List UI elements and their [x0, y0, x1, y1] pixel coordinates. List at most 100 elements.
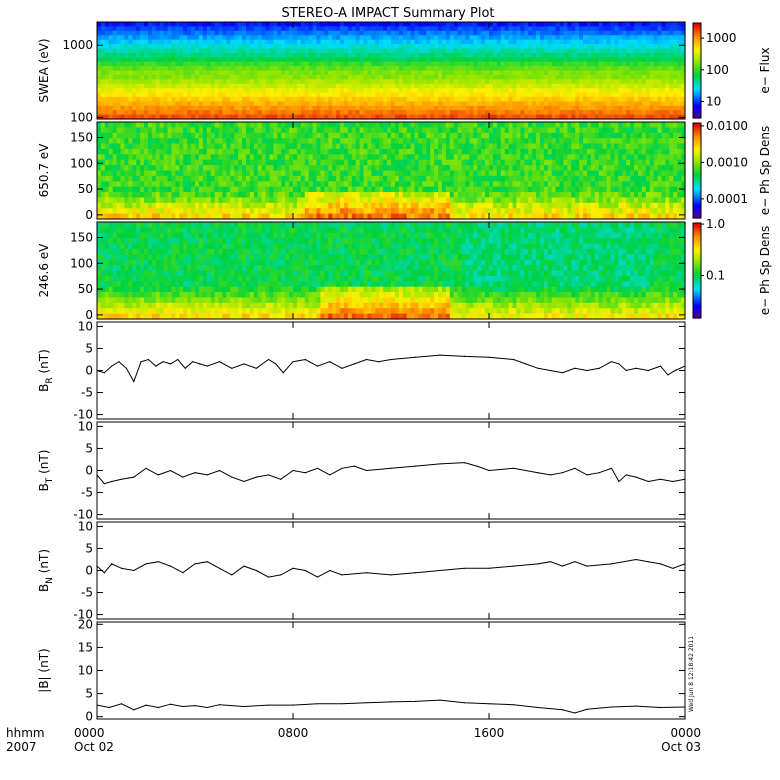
heatmap-cell	[340, 208, 345, 215]
heatmap-cell	[245, 114, 251, 120]
heatmap-cell	[359, 170, 365, 177]
heatmap-cell	[187, 35, 192, 41]
heatmap-cell	[343, 88, 349, 94]
heatmap-cell	[391, 26, 396, 32]
heatmap-cell	[579, 48, 584, 54]
heatmap-cell	[285, 159, 290, 166]
heatmap-cell	[300, 61, 306, 67]
heatmap-cell	[249, 105, 255, 111]
heatmap-cell	[289, 30, 294, 36]
heatmap-cell	[234, 52, 239, 58]
heatmap-cell	[253, 88, 259, 94]
heatmap-cell	[438, 202, 443, 209]
heatmap-cell	[163, 105, 169, 111]
heatmap-cell	[210, 22, 216, 28]
heatmap-cell	[461, 122, 467, 128]
heatmap-cell	[332, 186, 337, 193]
heatmap-cell	[230, 74, 235, 80]
heatmap-cell	[128, 74, 133, 80]
heatmap-cell	[661, 96, 666, 102]
heatmap-cell	[673, 48, 678, 54]
heatmap-cell	[355, 74, 361, 80]
heatmap-cell	[355, 122, 361, 128]
heatmap-cell	[426, 48, 431, 54]
heatmap-cell	[132, 148, 137, 155]
heatmap-cell	[289, 52, 294, 58]
heatmap-cell	[394, 44, 400, 50]
heatmap-cell	[485, 57, 490, 63]
heatmap-cell	[406, 48, 412, 54]
heatmap-cell	[308, 70, 314, 76]
heatmap-cell	[524, 114, 529, 120]
heatmap-cell	[304, 66, 310, 72]
heatmap-cell	[359, 114, 365, 120]
heatmap-cell	[277, 165, 282, 172]
heatmap-cell	[312, 48, 318, 54]
heatmap-cell	[234, 101, 239, 107]
heatmap-cell	[124, 186, 129, 193]
heatmap-cell	[543, 35, 549, 41]
heatmap-cell	[438, 213, 443, 220]
heatmap-cell	[238, 154, 243, 161]
heatmap-cell	[449, 110, 455, 116]
heatmap-cell	[649, 22, 655, 28]
heatmap-cell	[151, 79, 157, 85]
heatmap-cell	[402, 186, 408, 193]
heatmap-cell	[410, 48, 416, 54]
heatmap-cell	[453, 143, 459, 150]
heatmap-cell	[630, 92, 635, 98]
heatmap-cell	[587, 44, 592, 50]
heatmap-cell	[626, 30, 631, 36]
heatmap-cell	[340, 127, 345, 134]
heatmap-cell	[140, 192, 145, 199]
heatmap-cell	[481, 22, 486, 28]
heatmap-cell	[281, 74, 286, 80]
heatmap-cell	[661, 26, 666, 32]
heatmap-cell	[430, 213, 435, 220]
heatmap-cell	[210, 143, 216, 150]
heatmap-cell	[583, 74, 588, 80]
heatmap-cell	[163, 66, 169, 72]
heatmap-cell	[343, 26, 349, 32]
heatmap-cell	[453, 110, 459, 116]
heatmap-cell	[226, 101, 231, 107]
heatmap-cell	[179, 26, 184, 32]
heatmap-cell	[304, 213, 310, 220]
heatmap-cell	[163, 74, 169, 80]
heatmap-cell	[316, 48, 322, 54]
heatmap-cell	[195, 70, 200, 76]
heatmap-cell	[445, 39, 451, 45]
heatmap-cell	[226, 79, 231, 85]
heatmap-cell	[375, 202, 380, 209]
heatmap-cell	[187, 44, 192, 50]
heatmap-cell	[367, 44, 372, 50]
heatmap-cell	[387, 197, 392, 204]
heatmap-cell	[296, 202, 302, 209]
heatmap-cell	[598, 83, 604, 89]
heatmap-cell	[551, 52, 557, 58]
heatmap-cell	[128, 52, 133, 58]
heatmap-cell	[391, 138, 396, 145]
heatmap-cell	[191, 192, 196, 199]
heatmap-cell	[179, 92, 184, 98]
heatmap-cell	[445, 159, 451, 166]
heatmap-cell	[661, 22, 666, 28]
heatmap-cell	[532, 70, 537, 76]
heatmap-cell	[151, 92, 157, 98]
heatmap-cell	[340, 114, 345, 120]
heatmap-cell	[367, 202, 372, 209]
heatmap-cell	[273, 192, 278, 199]
heatmap-cell	[218, 122, 224, 128]
heatmap-cell	[504, 22, 510, 28]
heatmap-cell	[195, 83, 200, 89]
heatmap-cell	[406, 132, 412, 139]
heatmap-cell	[151, 96, 157, 102]
heatmap-cell	[269, 61, 274, 67]
heatmap-cell	[222, 88, 227, 94]
heatmap-cell	[547, 35, 553, 41]
heatmap-cell	[269, 44, 274, 50]
heatmap-cell	[234, 202, 239, 209]
heatmap-cell	[461, 79, 467, 85]
heatmap-cell	[614, 105, 619, 111]
heatmap-cell	[383, 202, 388, 209]
